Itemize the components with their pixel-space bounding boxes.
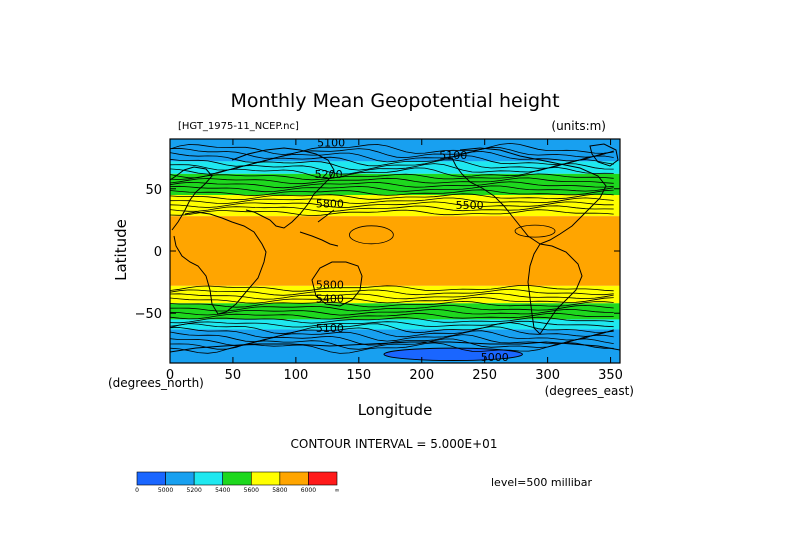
contour-line: [170, 163, 614, 175]
contour-line: [170, 193, 614, 201]
contour-label: 5200: [315, 168, 343, 181]
contour-interval-text: CONTOUR INTERVAL = 5.000E+01: [291, 437, 498, 451]
y-axis-label: Latitude: [112, 219, 130, 281]
color-scale-label: 5600: [244, 487, 259, 494]
contour-line: [170, 201, 614, 208]
contour-label: 5400: [316, 292, 344, 305]
color-scale-label: 5400: [215, 487, 230, 494]
y-tick-label: 0: [154, 245, 162, 260]
contour-label: 5100: [316, 322, 344, 335]
x-axis-label: Longitude: [358, 401, 433, 419]
coast-antarctica: [170, 341, 620, 353]
color-scale-swatch: [165, 471, 195, 486]
coast-europe-africa: [170, 166, 267, 315]
contour-label: 5800: [316, 279, 344, 292]
color-scale-end-label: ∞: [335, 487, 340, 494]
contour-line: [170, 296, 614, 304]
x-tick-label: 200: [409, 368, 434, 383]
contour-line: [170, 330, 614, 343]
contour-line: [170, 147, 614, 159]
y-tick-label: 50: [145, 183, 162, 198]
contour-label: 5500: [456, 199, 484, 212]
units-label: (units:m): [551, 119, 606, 133]
contour-line: [170, 304, 614, 312]
band-7: [170, 319, 620, 330]
color-scale-swatch: [222, 471, 252, 486]
contour-line: [170, 312, 614, 320]
color-scale-swatch: [136, 471, 166, 486]
contour-line: [170, 322, 614, 335]
contour-line: [170, 166, 614, 179]
coast-asia: [231, 147, 339, 247]
coast-greenland: [589, 143, 619, 167]
contour-label: 5100: [439, 149, 467, 162]
level-text: level=500 millibar: [491, 476, 593, 489]
coast-south-america: [527, 243, 583, 335]
contour-line: [170, 316, 614, 324]
color-scale-swatch: [308, 471, 338, 486]
x-tick-label: 100: [283, 368, 308, 383]
x-tick-label: 350: [598, 368, 623, 383]
coast-north-america: [451, 147, 607, 245]
contour-line: [170, 285, 614, 292]
color-scale-label: 5200: [187, 487, 202, 494]
source-label: [HGT_1975-11_NCEP.nc]: [178, 121, 299, 132]
contour-label: 5100: [317, 137, 345, 150]
color-scale-swatch: [193, 471, 224, 486]
color-scale-label: 0: [135, 487, 139, 494]
contour-line: [170, 189, 614, 197]
coast-australia: [311, 261, 363, 307]
color-scale: 0 5000 5200 5400 5600 5800 6000 ∞: [135, 471, 340, 494]
x-tick-label: 0: [166, 368, 174, 383]
contour-line: [170, 308, 614, 316]
x-tick-label: 150: [346, 368, 371, 383]
color-bands: [170, 139, 620, 363]
chart-title: Monthly Mean Geopotential height: [230, 90, 559, 112]
x-tick-label: 300: [535, 368, 560, 383]
contour-line: [514, 224, 556, 238]
x-tick-label: 250: [472, 368, 497, 383]
x-unit-label: (degrees_east): [545, 384, 634, 398]
band-4: [170, 216, 620, 286]
axes: 0 50 100 150 200 250 300 350 50 0 −50: [135, 139, 623, 383]
y-unit-label: (degrees_north): [108, 376, 204, 390]
contour-label: 5800: [316, 198, 344, 211]
color-scale-label: 6000: [301, 487, 316, 494]
color-scale-swatch: [250, 471, 281, 486]
coastlines: [170, 143, 620, 353]
y-tick-label: −50: [135, 307, 162, 322]
contour-label: 5000: [481, 351, 509, 364]
contour-lines: [170, 142, 614, 354]
contour-line: [170, 209, 614, 217]
contour-line: [170, 288, 614, 296]
contour-line: [170, 320, 614, 328]
contour-line: [348, 225, 394, 245]
contour-line: [170, 185, 614, 193]
x-tick-label: 50: [225, 368, 242, 383]
contour-line: [170, 292, 614, 300]
contour-line: [170, 300, 614, 308]
contour-line: [170, 181, 614, 189]
color-scale-swatch: [279, 471, 309, 486]
color-scale-label: 5800: [272, 487, 287, 494]
contour-line: [170, 173, 614, 181]
contour-line: [170, 197, 614, 204]
contour-line: [170, 142, 614, 156]
contour-line: [170, 177, 614, 185]
contour-line: [170, 205, 614, 213]
contour-line: [170, 150, 614, 163]
color-scale-label: 5000: [158, 487, 173, 494]
